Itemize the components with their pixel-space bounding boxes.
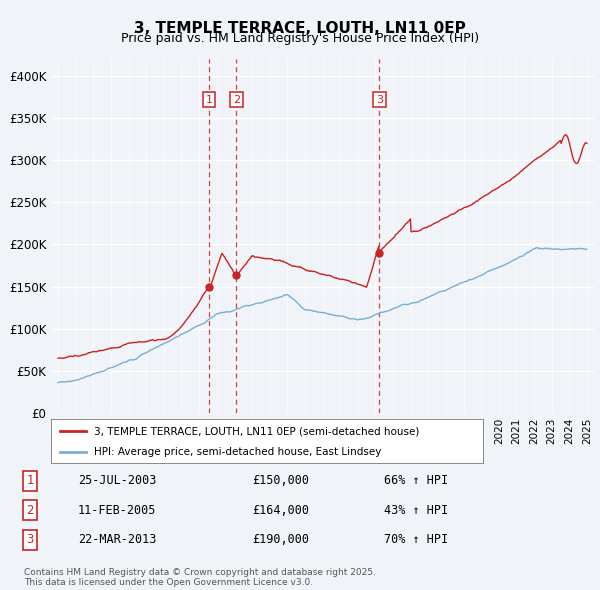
Text: 1: 1: [205, 95, 212, 104]
Text: 66% ↑ HPI: 66% ↑ HPI: [384, 474, 448, 487]
Text: £164,000: £164,000: [252, 504, 309, 517]
Text: 2: 2: [233, 95, 240, 104]
Text: 3: 3: [376, 95, 383, 104]
Text: £190,000: £190,000: [252, 533, 309, 546]
Text: Price paid vs. HM Land Registry's House Price Index (HPI): Price paid vs. HM Land Registry's House …: [121, 32, 479, 45]
Text: 70% ↑ HPI: 70% ↑ HPI: [384, 533, 448, 546]
Text: 3, TEMPLE TERRACE, LOUTH, LN11 0EP: 3, TEMPLE TERRACE, LOUTH, LN11 0EP: [134, 21, 466, 35]
Text: 1: 1: [26, 474, 34, 487]
Text: Contains HM Land Registry data © Crown copyright and database right 2025.
This d: Contains HM Land Registry data © Crown c…: [24, 568, 376, 587]
Text: 2: 2: [26, 504, 34, 517]
Text: 11-FEB-2005: 11-FEB-2005: [78, 504, 157, 517]
Text: £150,000: £150,000: [252, 474, 309, 487]
Text: 3: 3: [26, 533, 34, 546]
Text: 25-JUL-2003: 25-JUL-2003: [78, 474, 157, 487]
Text: HPI: Average price, semi-detached house, East Lindsey: HPI: Average price, semi-detached house,…: [94, 447, 382, 457]
Text: 43% ↑ HPI: 43% ↑ HPI: [384, 504, 448, 517]
Text: 3, TEMPLE TERRACE, LOUTH, LN11 0EP (semi-detached house): 3, TEMPLE TERRACE, LOUTH, LN11 0EP (semi…: [94, 427, 419, 436]
Text: 22-MAR-2013: 22-MAR-2013: [78, 533, 157, 546]
